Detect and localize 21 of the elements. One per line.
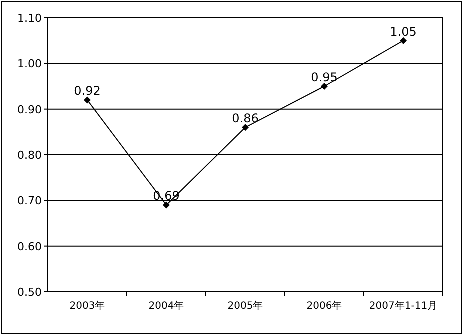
x-tick-label: 2006年 <box>306 300 342 312</box>
point <box>84 96 91 104</box>
y-tick-label: 0.70 <box>18 194 42 208</box>
point <box>163 202 170 209</box>
point <box>242 124 249 132</box>
x-tick-label: 2003年 <box>70 300 106 312</box>
y-tick-label: 0.60 <box>18 240 42 254</box>
point <box>321 83 328 90</box>
y-tick-label: 0.50 <box>18 286 42 299</box>
y-tick-label: 0.80 <box>18 149 42 162</box>
data-label: 1.05 <box>390 24 417 39</box>
data-label: 0.95 <box>311 70 338 84</box>
data-label: 0.86 <box>232 112 259 126</box>
x-tick-label: 2007年1-11月 <box>369 300 438 312</box>
x-tick-label: 2004年 <box>148 300 184 312</box>
data-label: 0.92 <box>74 84 101 98</box>
x-tick-label: 2005年 <box>228 300 264 312</box>
y-tick-label: 1.00 <box>18 58 42 71</box>
y-tick-label: 0.90 <box>18 103 42 116</box>
point <box>400 37 407 44</box>
y-tick-label: 1.10 <box>18 12 42 25</box>
